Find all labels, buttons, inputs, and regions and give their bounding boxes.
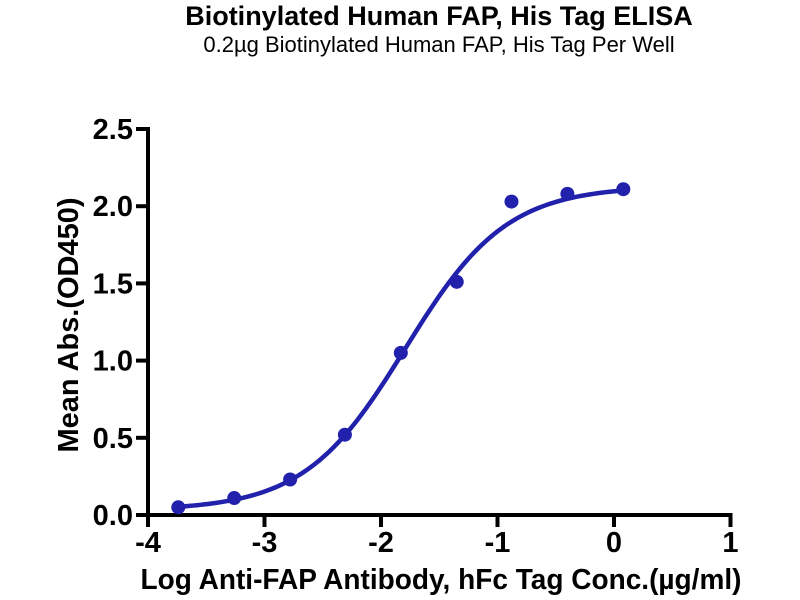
- y-tick-label: 0.5: [93, 423, 133, 455]
- y-tick-label: 0.0: [93, 500, 133, 532]
- y-tick-label: 1.5: [93, 268, 133, 300]
- chart-subtitle: 0.2µg Biotinylated Human FAP, His Tag Pe…: [203, 32, 675, 57]
- data-point: [616, 182, 631, 197]
- x-tick-label: -1: [485, 527, 511, 559]
- axes: [146, 127, 733, 517]
- data-point: [283, 472, 298, 487]
- data-point: [560, 186, 575, 201]
- data-point: [227, 491, 242, 506]
- x-tick-label: 1: [722, 527, 738, 559]
- y-tick-label: 1.0: [93, 346, 133, 378]
- data-point: [393, 345, 408, 360]
- x-tick-label: -2: [368, 527, 394, 559]
- x-axis-title: Log Anti-FAP Antibody, hFc Tag Conc.(µg/…: [141, 564, 742, 596]
- y-tick-label: 2.5: [93, 114, 133, 146]
- data-points-layer: [171, 182, 631, 515]
- chart-title: Biotinylated Human FAP, His Tag ELISA: [185, 1, 693, 31]
- data-point: [171, 500, 186, 515]
- data-point: [337, 427, 352, 442]
- tick-marks-and-labels: 0.0 0.5 1.0 1.5 2.0 2.5 -4 -3 -2 -1 0 1: [93, 114, 739, 559]
- y-tick-label: 2.0: [93, 191, 133, 223]
- data-point: [504, 194, 519, 209]
- y-axis-title: Mean Abs.(OD450): [53, 198, 85, 453]
- x-tick-label: 0: [606, 527, 622, 559]
- x-tick-label: -4: [135, 527, 161, 559]
- x-tick-label: -3: [252, 527, 278, 559]
- data-point: [449, 274, 464, 289]
